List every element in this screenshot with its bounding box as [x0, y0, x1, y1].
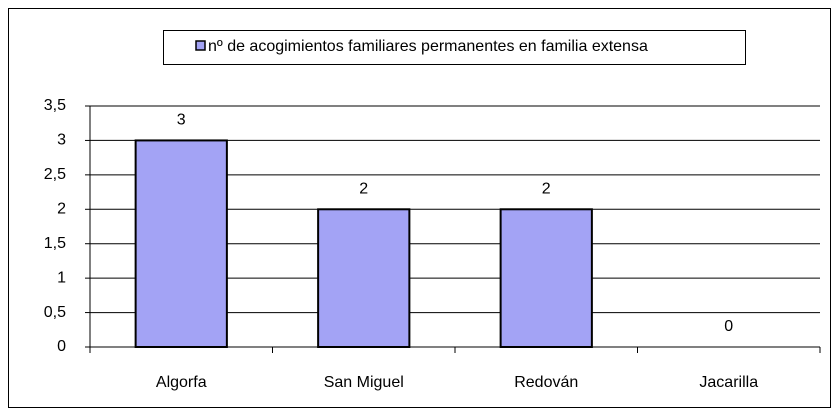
y-tick-label: 1,5 [44, 235, 66, 252]
data-label: 0 [724, 318, 733, 335]
y-tick-label: 3 [57, 132, 66, 149]
x-tick-label: Algorfa [156, 374, 207, 391]
data-label: 2 [542, 181, 551, 198]
bar [499, 208, 593, 348]
y-tick-label: 2,5 [44, 166, 66, 183]
y-tick-label: 0 [57, 338, 66, 355]
data-label: 3 [177, 112, 186, 129]
bar [317, 208, 411, 348]
legend-swatch [195, 40, 206, 51]
y-tick-label: 1 [57, 269, 66, 286]
legend-box [163, 30, 746, 65]
y-tick-label: 2 [57, 201, 66, 218]
data-label: 2 [359, 181, 368, 198]
bar [134, 139, 228, 348]
legend-label: nº de acogimientos familiares permanente… [208, 38, 648, 55]
chart-border [8, 8, 831, 408]
y-tick-label: 3,5 [44, 97, 66, 114]
x-tick-label: Redován [514, 374, 578, 391]
y-tick-label: 0,5 [44, 304, 66, 321]
x-tick-label: San Miguel [324, 374, 404, 391]
x-tick-label: Jacarilla [699, 374, 758, 391]
